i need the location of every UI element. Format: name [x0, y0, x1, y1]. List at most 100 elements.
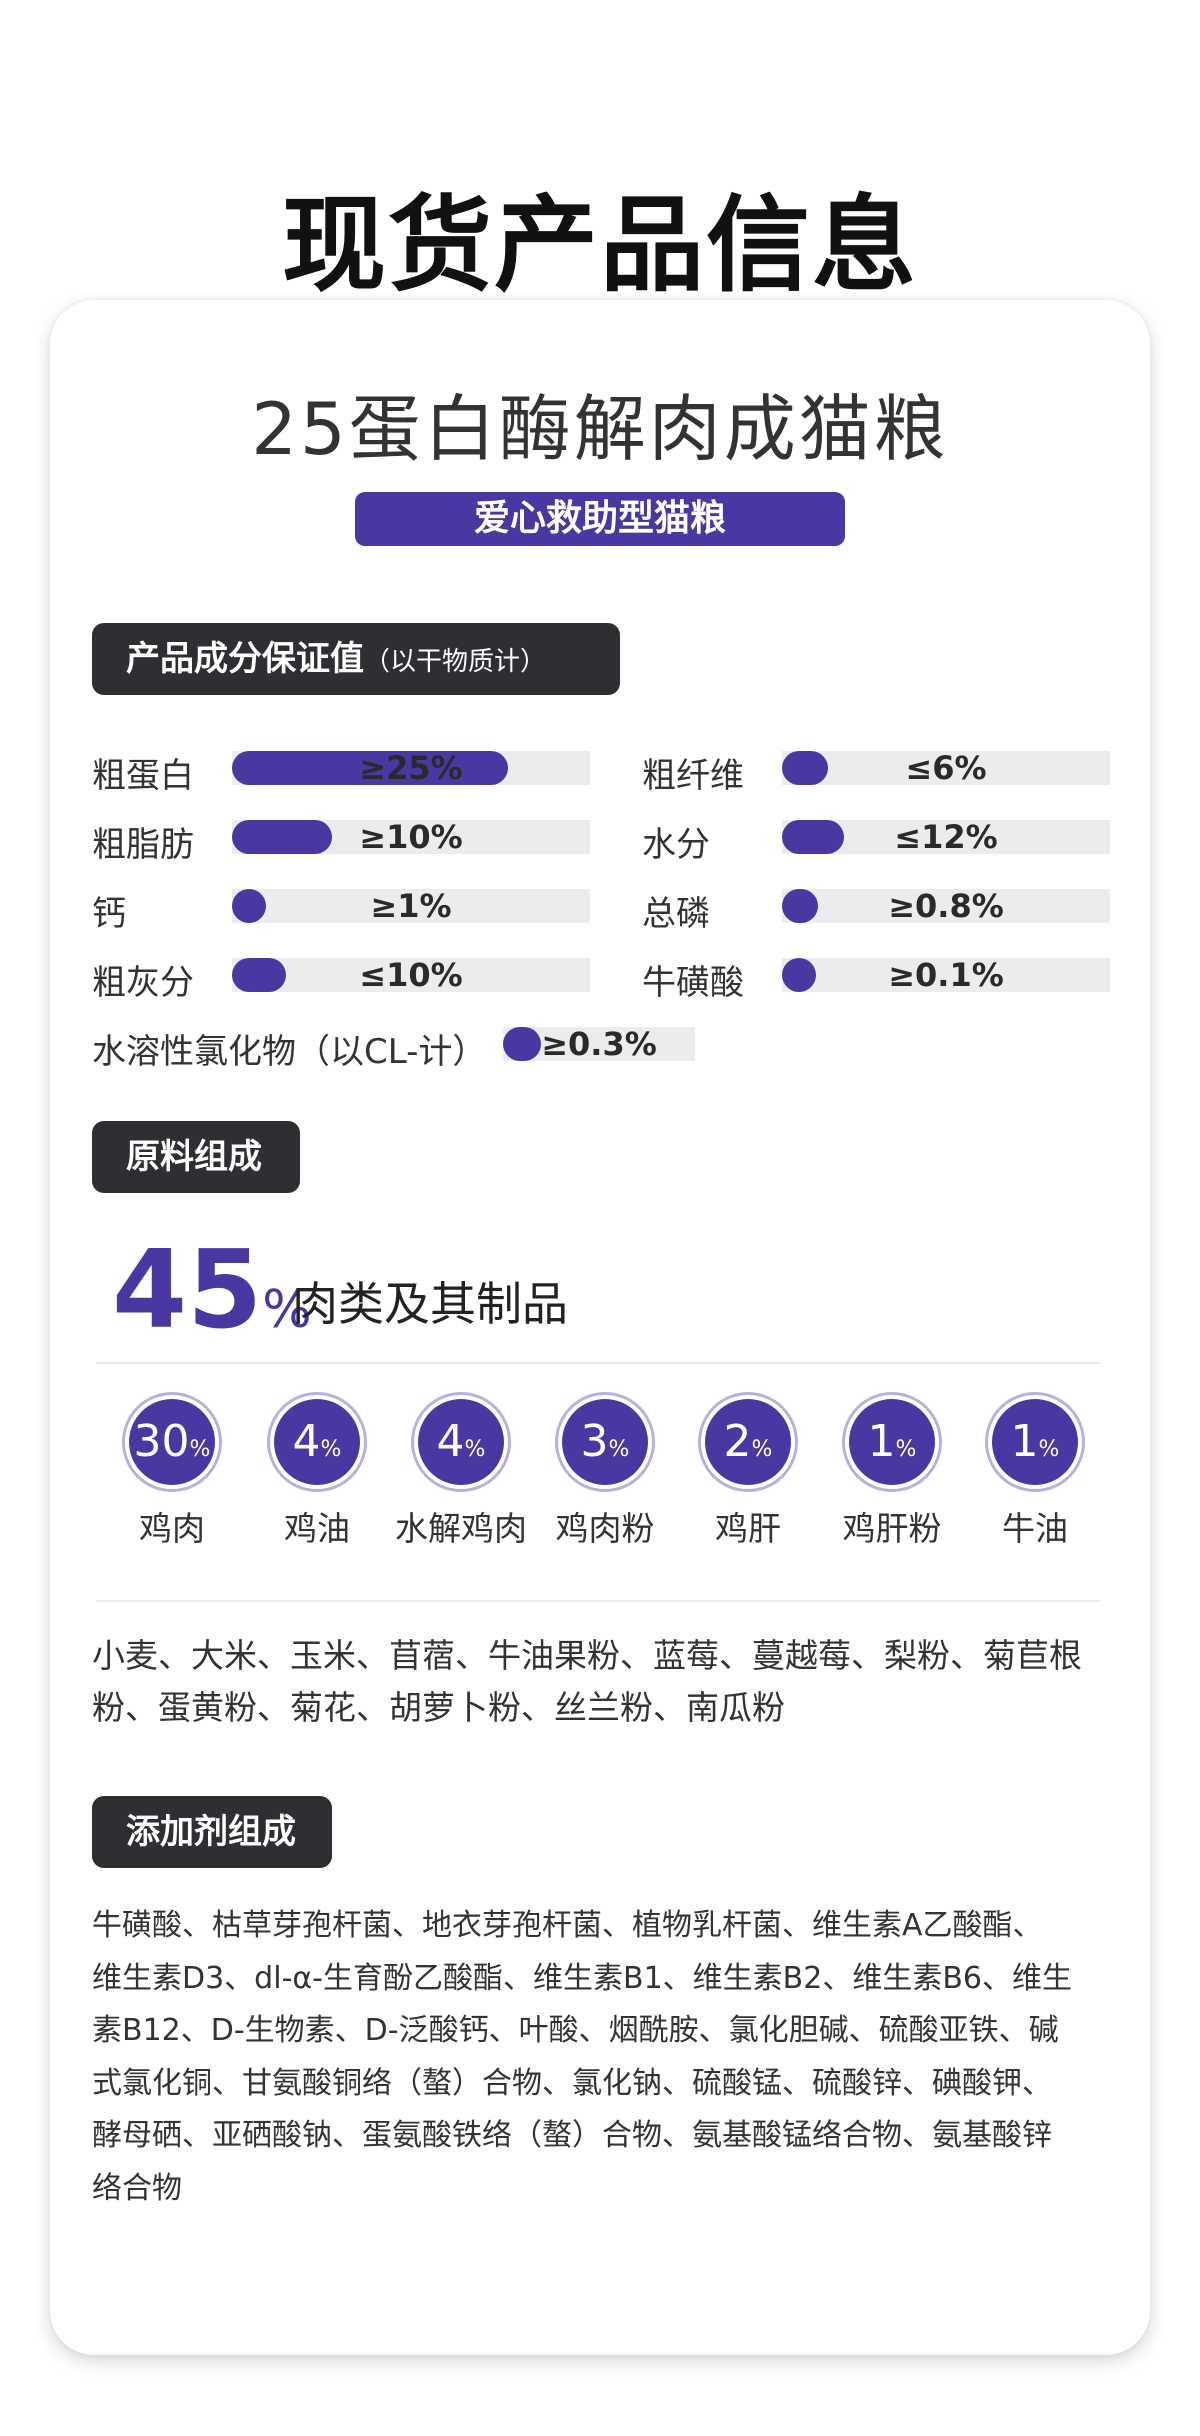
meat-item: 1% 牛油 — [955, 1392, 1115, 1550]
additives-line: 维生素D3、dl-α-生育酚乙酸酯、维生素B1、维生素B2、维生素B6、维生 — [92, 1960, 1072, 1996]
percent-circle: 3% — [562, 1399, 648, 1485]
percent-circle-ring: 30% — [122, 1392, 222, 1492]
nutrient-label: 牛磺酸 — [642, 963, 744, 1003]
nutrient-bar: ≥1% — [232, 889, 590, 923]
nutrient-label: 粗灰分 — [92, 963, 194, 1003]
meat-item: 4% 水解鸡肉 — [381, 1392, 541, 1550]
ingredients-section-header: 原料组成 — [92, 1121, 300, 1193]
meat-item-label: 鸡油 — [284, 1509, 350, 1548]
percent-circle-number: 4 — [436, 1416, 465, 1467]
nutrient-bar: ≥10% — [232, 820, 590, 854]
nutrient-value: ≥1% — [370, 887, 452, 925]
nutrient-value: ≤6% — [905, 749, 987, 787]
additives-line: 酵母硒、亚硒酸钠、蛋氨酸铁络（螯）合物、氨基酸锰络合物、氨基酸锌 — [92, 2118, 1052, 2153]
guarantee-section-header: 产品成分保证值（以干物质计） — [92, 623, 620, 695]
nutrient-label: 粗蛋白 — [92, 756, 194, 796]
percent-circle-symbol: % — [464, 1437, 486, 1462]
percent-circle-ring: 1% — [842, 1392, 942, 1492]
nutrient-bar-fill — [503, 1027, 541, 1061]
nutrient-value: ≤10% — [359, 956, 463, 994]
nutrient-bar-fill — [232, 958, 286, 992]
percent-circle-ring: 2% — [698, 1392, 798, 1492]
guarantee-header-title: 产品成分保证值 — [126, 639, 364, 679]
additives-line: 络合物 — [92, 2170, 182, 2206]
meat-item: 4% 鸡油 — [237, 1392, 397, 1550]
product-tag: 爱心救助型猫粮 — [355, 492, 845, 546]
additives-line: 素B12、D-生物素、D-泛酸钙、叶酸、烟酰胺、氯化胆碱、硫酸亚铁、碱 — [92, 2013, 1059, 2048]
additives-line: 式氯化铜、甘氨酸铜络（螯）合物、氯化钠、硫酸锰、硫酸锌、碘酸钾、 — [92, 2065, 1052, 2101]
nutrient-value: ≥0.3% — [541, 1025, 657, 1063]
percent-circle-ring: 4% — [411, 1392, 511, 1492]
nutrient-label: 钙 — [92, 894, 126, 934]
meat-item: 1% 鸡肝粉 — [812, 1392, 972, 1550]
nutrient-bar-fill — [782, 751, 828, 785]
percent-circle-number: 4 — [292, 1416, 321, 1467]
meat-item: 2% 鸡肝 — [668, 1392, 828, 1550]
nutrient-bar: ≤6% — [782, 751, 1110, 785]
nutrient-bar-fill — [782, 820, 844, 854]
page-title: 现货产品信息 — [281, 184, 918, 306]
meat-item-label: 鸡肉 — [139, 1509, 205, 1548]
nutrient-value: ≥10% — [359, 818, 463, 856]
percent-circle: 4% — [274, 1399, 360, 1485]
additives-header-title: 添加剂组成 — [126, 1812, 296, 1852]
additives-section-header: 添加剂组成 — [92, 1796, 332, 1868]
percent-circle-number: 1 — [1010, 1416, 1039, 1467]
percent-circle-number: 2 — [723, 1416, 752, 1467]
percent-circle-ring: 1% — [985, 1392, 1085, 1492]
additives-line: 牛磺酸、枯草芽孢杆菌、地衣芽孢杆菌、植物乳杆菌、维生素A乙酸酯、 — [92, 1908, 1043, 1943]
nutrient-bar: ≤12% — [782, 820, 1110, 854]
percent-circle-ring: 3% — [555, 1392, 655, 1492]
meat-item: 3% 鸡肉粉 — [525, 1392, 685, 1550]
other-ingredients-text: 小麦、大米、玉米、苜蓿、牛油果粉、蓝莓、蔓越莓、梨粉、菊苣根 粉、蛋黄粉、菊花、… — [92, 1630, 1102, 1734]
divider — [96, 1600, 1100, 1602]
percent-circle: 4% — [418, 1399, 504, 1485]
nutrient-bar: ≥0.8% — [782, 889, 1110, 923]
percent-circle: 2% — [705, 1399, 791, 1485]
other-ingredients-line: 小麦、大米、玉米、苜蓿、牛油果粉、蓝莓、蔓越莓、梨粉、菊苣根 — [92, 1636, 1082, 1675]
nutrient-bar-fill — [782, 958, 816, 992]
divider — [96, 1362, 1100, 1364]
nutrient-label: 粗脂肪 — [92, 825, 194, 865]
percent-circle: 30% — [129, 1399, 215, 1485]
meat-percentage-number: 45 — [112, 1228, 263, 1353]
nutrient-bar: ≥0.3% — [503, 1027, 695, 1061]
nutrient-label: 粗纤维 — [642, 756, 744, 796]
nutrient-value: ≤12% — [894, 818, 998, 856]
nutrient-bar-fill — [232, 889, 266, 923]
nutrient-label: 水分 — [642, 825, 710, 865]
other-ingredients-line: 粉、蛋黄粉、菊花、胡萝卜粉、丝兰粉、南瓜粉 — [92, 1688, 785, 1727]
percent-circle-ring: 4% — [267, 1392, 367, 1492]
nutrient-bar: ≥0.1% — [782, 958, 1110, 992]
percent-circle-symbol: % — [189, 1437, 211, 1462]
meat-item-label: 水解鸡肉 — [395, 1509, 527, 1548]
guarantee-header-subtitle: （以干物质计） — [364, 647, 547, 677]
nutrient-value: ≥0.8% — [888, 887, 1004, 925]
meat-item-label: 牛油 — [1002, 1509, 1068, 1548]
meat-percentage: 45% — [112, 1228, 312, 1353]
product-name: 25蛋白酶解肉成猫粮 — [251, 387, 949, 471]
meat-item-label: 鸡肝粉 — [842, 1509, 942, 1548]
percent-circle-symbol: % — [320, 1437, 342, 1462]
percent-circle-symbol: % — [751, 1437, 773, 1462]
percent-circle-symbol: % — [608, 1437, 630, 1462]
nutrient-bar: ≥25% — [232, 751, 590, 785]
nutrient-bar-fill — [232, 820, 332, 854]
nutrient-bar-fill — [782, 889, 818, 923]
nutrient-value: ≥25% — [359, 749, 463, 787]
ingredients-header-title: 原料组成 — [126, 1137, 262, 1177]
percent-circle-number: 1 — [867, 1416, 896, 1467]
meat-item-label: 鸡肉粉 — [555, 1509, 655, 1548]
meat-item-label: 鸡肝 — [715, 1509, 781, 1548]
percent-circle: 1% — [849, 1399, 935, 1485]
nutrient-value: ≥0.1% — [888, 956, 1004, 994]
additives-text: 牛磺酸、枯草芽孢杆菌、地衣芽孢杆菌、植物乳杆菌、维生素A乙酸酯、 维生素D3、d… — [92, 1900, 1102, 2215]
meat-category-label: 肉类及其制品 — [292, 1277, 568, 1331]
percent-circle-symbol: % — [1038, 1437, 1060, 1462]
meat-percentage-symbol: % — [262, 1280, 312, 1340]
nutrient-label: 总磷 — [642, 894, 710, 934]
nutrient-label: 水溶性氯化物（以CL-计） — [92, 1032, 487, 1072]
percent-circle-number: 30 — [133, 1416, 190, 1467]
percent-circle: 1% — [992, 1399, 1078, 1485]
percent-circle-number: 3 — [580, 1416, 609, 1467]
